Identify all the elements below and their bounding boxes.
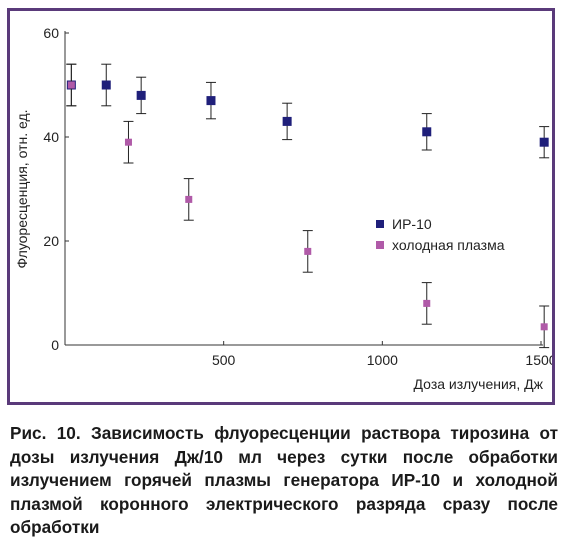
data-point-cold-plasma	[304, 247, 312, 255]
legend-label-ir10: ИР-10	[392, 216, 432, 232]
x-axis-label: Доза излучения, Дж	[414, 376, 544, 392]
data-point-ir10	[422, 127, 432, 137]
axes	[64, 31, 543, 346]
data-marks	[66, 63, 550, 349]
data-point-ir10	[206, 96, 216, 106]
x-tick-label: 1500	[525, 352, 552, 368]
y-tick-label: 20	[43, 233, 59, 249]
legend-label-cold-plasma: холодная плазма	[392, 237, 505, 253]
y-tick-label: 40	[43, 129, 59, 145]
data-point-cold-plasma	[540, 323, 548, 331]
y-axis-label: Флуоресценция, отн. ед.	[14, 109, 30, 268]
legend: ИР-10 холодная плазма	[376, 216, 505, 253]
data-point-cold-plasma	[124, 138, 132, 146]
data-point-ir10	[539, 137, 549, 147]
data-point-cold-plasma	[423, 299, 431, 307]
data-point-cold-plasma	[67, 81, 75, 89]
y-tick-label: 0	[51, 337, 59, 353]
data-point-cold-plasma	[185, 195, 193, 203]
y-tick-label: 60	[43, 25, 59, 41]
legend-marker-ir10	[376, 220, 384, 228]
legend-marker-cold-plasma	[376, 241, 384, 249]
tick-labels: 0 20 40 60 500 1000 1500	[43, 25, 552, 368]
figure-caption: Рис. 10. Зависимость флуоресценции раств…	[10, 423, 558, 537]
x-tick-label: 500	[212, 352, 236, 368]
data-point-ir10	[101, 80, 111, 90]
x-tick-label: 1000	[367, 352, 398, 368]
data-point-ir10	[282, 116, 292, 126]
data-point-ir10	[136, 90, 146, 100]
